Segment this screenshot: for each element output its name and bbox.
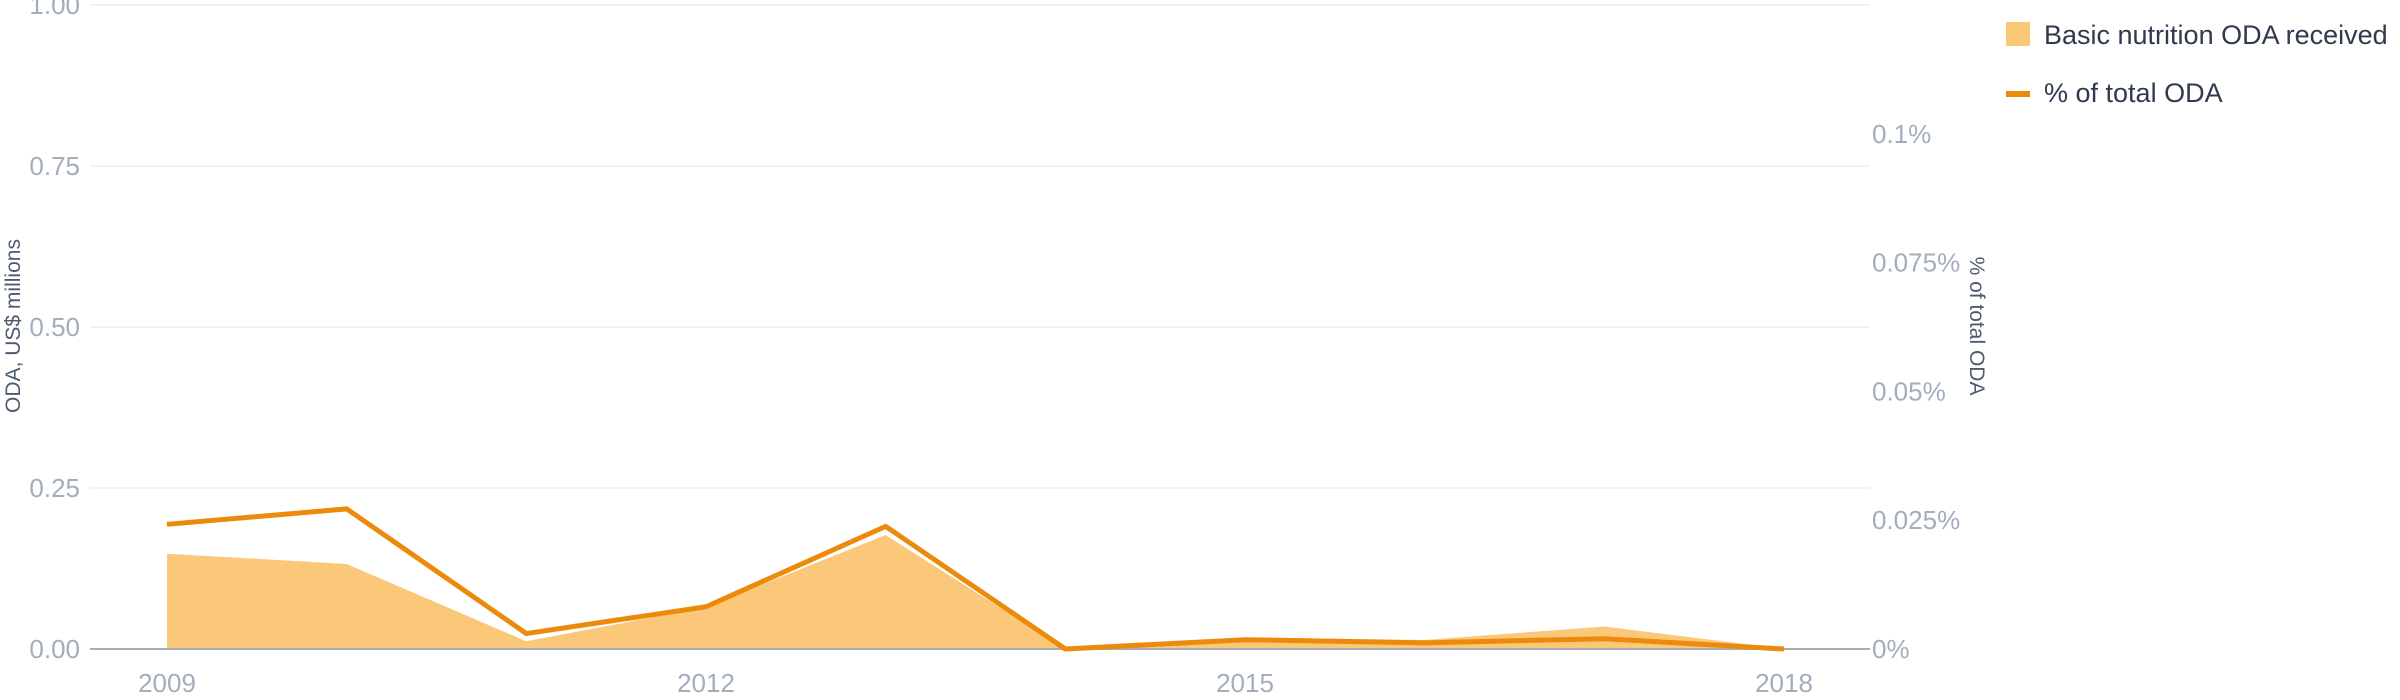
left-axis-ticks: 0.00 0.25 0.50 0.75 1.00 [29,0,80,664]
legend-swatch-line [2006,91,2030,97]
line-series-pct-total-oda [166,506,1785,652]
x-axis-tick-label: 2015 [1216,668,1274,698]
gridlines [90,4,1870,489]
right-axis-tick-label: 0.1% [1872,119,1931,149]
right-axis-tick-label: 0.025% [1872,505,1960,535]
left-axis-tick-label: 0.75 [29,151,80,181]
legend-label-area: Basic nutrition ODA received [2044,20,2388,50]
left-axis-tick-label: 0.50 [29,312,80,342]
legend-item-line[interactable]: % of total ODA [2006,78,2223,108]
right-axis-ticks: 0% 0.025% 0.05% 0.075% 0.1% [1872,119,1960,664]
x-axis-tick-label: 2012 [677,668,735,698]
legend-item-area[interactable]: Basic nutrition ODA received [2006,20,2388,50]
left-axis-title: ODA, US$ millions [2,239,25,413]
x-axis-ticks: 2009 2012 2015 2018 [138,668,1813,698]
legend-label-line: % of total ODA [2044,78,2223,108]
x-axis-tick-label: 2018 [1755,668,1813,698]
x-axis-tick-label: 2009 [138,668,196,698]
legend-swatch-area [2006,22,2030,46]
right-axis-tick-label: 0.05% [1872,376,1946,406]
left-axis-tick-label: 0.25 [29,473,80,503]
right-axis-tick-label: 0% [1872,634,1910,664]
right-axis-tick-label: 0.075% [1872,248,1960,278]
right-axis-title: % of total ODA [1965,257,1988,396]
series-layer [90,506,1870,652]
left-axis-tick-label: 0.00 [29,634,80,664]
legend: Basic nutrition ODA received % of total … [2006,20,2388,108]
left-axis-tick-label: 1.00 [29,0,80,20]
